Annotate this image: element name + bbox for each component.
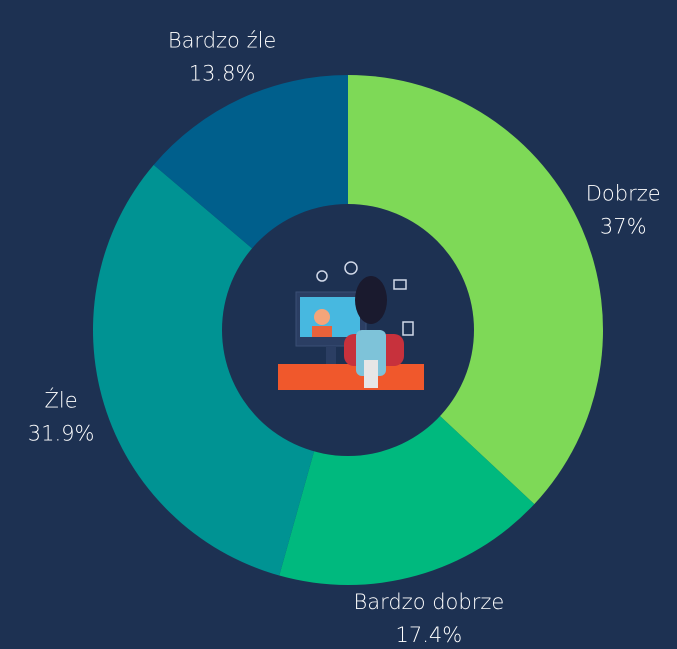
desk bbox=[278, 364, 424, 390]
center-illustration bbox=[278, 261, 424, 390]
slice bbox=[93, 164, 348, 576]
screen-face bbox=[314, 309, 330, 325]
slice-category-label: Źle bbox=[45, 388, 78, 413]
icon-gear bbox=[344, 261, 358, 275]
slice-value-label: 17.4% bbox=[396, 623, 463, 647]
monitor-stand bbox=[326, 346, 336, 364]
screen-body bbox=[312, 326, 332, 337]
slices bbox=[93, 75, 603, 585]
slice-category-label: Bardzo źle bbox=[168, 29, 277, 53]
slice-category-label: Bardzo dobrze bbox=[353, 590, 504, 614]
backpack-strap bbox=[364, 360, 378, 388]
slice-value-label: 31.9% bbox=[28, 422, 95, 446]
icon-clock bbox=[316, 270, 328, 282]
backpack bbox=[356, 330, 386, 376]
icon-doc bbox=[402, 321, 414, 336]
slice-value-label: 37% bbox=[600, 215, 647, 239]
slice-value-label: 13.8% bbox=[189, 62, 256, 86]
labels: Dobrze 37% Bardzo dobrze 17.4% Źle 31.9% Bardz… bbox=[28, 29, 661, 647]
slice bbox=[348, 75, 603, 505]
icon-case bbox=[393, 279, 407, 290]
slice-category-label: Dobrze bbox=[586, 182, 661, 206]
person-head bbox=[355, 276, 387, 324]
